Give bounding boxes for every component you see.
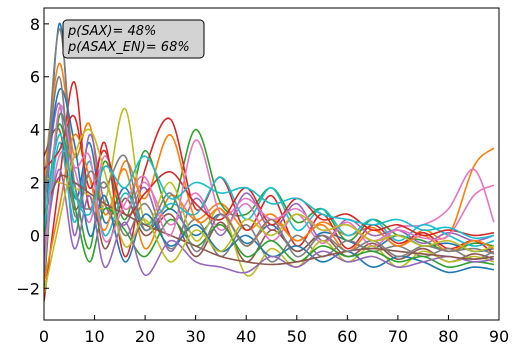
series-line-18 bbox=[44, 75, 495, 258]
x-tick-label: 90 bbox=[489, 327, 509, 346]
plot-area-frame bbox=[43, 7, 500, 321]
y-tick-label: −2 bbox=[16, 279, 40, 298]
y-tick-label: 4 bbox=[30, 121, 40, 140]
annotation-asax-en: p(ASAX_EN)= 68% bbox=[67, 40, 190, 55]
series-line-4 bbox=[44, 81, 495, 302]
y-tick-label: 6 bbox=[30, 68, 40, 87]
y-tick-label: 0 bbox=[30, 226, 40, 245]
x-tick-label: 0 bbox=[39, 327, 49, 346]
x-tick-label: 40 bbox=[236, 327, 256, 346]
axis-ticks: 0 10 20 30 40 50 60 70 80 90 −2 0 2 4 6 8 bbox=[16, 15, 509, 346]
x-tick-label: 80 bbox=[438, 327, 458, 346]
x-tick-label: 50 bbox=[287, 327, 307, 346]
annotation-sax: p(SAX)= 48% bbox=[67, 24, 156, 39]
x-tick-label: 20 bbox=[135, 327, 155, 346]
series-line-13 bbox=[44, 123, 495, 268]
annotation-box: p(SAX)= 48% p(ASAX_EN)= 68% bbox=[62, 19, 205, 59]
series-lines bbox=[44, 22, 495, 302]
y-tick-label: 2 bbox=[30, 174, 40, 193]
y-tick-label: 8 bbox=[30, 15, 40, 34]
x-tick-label: 30 bbox=[185, 327, 205, 346]
x-tick-label: 10 bbox=[84, 327, 104, 346]
series-line-16 bbox=[44, 174, 495, 266]
x-tick-label: 60 bbox=[337, 327, 357, 346]
series-line-9 bbox=[44, 107, 495, 277]
series-line-20 bbox=[44, 134, 495, 240]
series-line-15 bbox=[44, 168, 495, 276]
x-tick-label: 70 bbox=[388, 327, 408, 346]
series-line-19 bbox=[44, 128, 495, 294]
